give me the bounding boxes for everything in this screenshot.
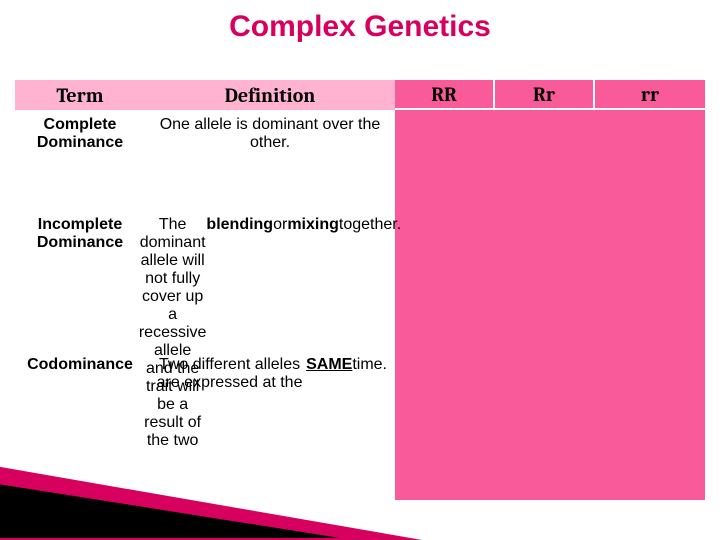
slide-title: Complex Genetics [0, 10, 720, 44]
col-Rr: Rr [495, 80, 595, 108]
slide-root: Complex Genetics RR Rr rr Term Definitio… [0, 0, 720, 540]
term-complete-dominance: Complete Dominance [15, 110, 145, 210]
def-incomplete-dominance: The dominant allele will not fully cover… [145, 210, 395, 350]
term-incomplete-dominance: Incomplete Dominance [15, 210, 145, 350]
col-definition: Definition [145, 80, 395, 110]
term-codominance: Codominance [15, 350, 145, 470]
def-complete-dominance: One allele is dominant over the other. [145, 110, 395, 210]
col-term: Term [15, 80, 145, 110]
col-rr: rr [595, 80, 705, 108]
definitions-table: Term Definition Complete Dominance One a… [15, 80, 395, 470]
wedge-inner-shape [0, 478, 340, 538]
genotype-header: RR Rr rr [395, 80, 705, 110]
def-codominance: Two different alleles are expressed at t… [145, 350, 395, 470]
col-RR: RR [395, 80, 495, 108]
genotype-block [395, 110, 705, 500]
